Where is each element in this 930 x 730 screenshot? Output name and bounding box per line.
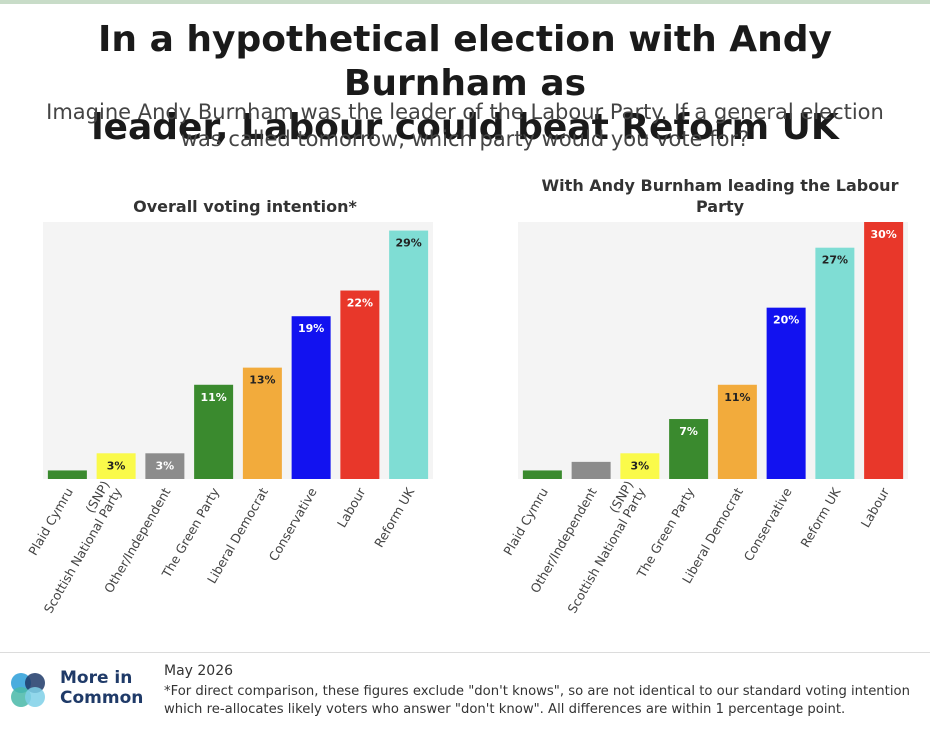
- tick-label-conservative: Conservative: [266, 485, 320, 564]
- bar-reform-uk: [815, 247, 855, 479]
- tick-label-labour: Labour: [334, 484, 369, 530]
- bar-conservative: [766, 307, 806, 479]
- footer-note: *For direct comparison, these figures ex…: [164, 684, 910, 717]
- panel-overall: Overall voting intention* Plaid Cymru3%S…: [25, 197, 433, 616]
- bar-the-green-party: [194, 384, 234, 479]
- tick-label-reform-uk: Reform UK: [371, 484, 418, 550]
- data-label-labour: 30%: [870, 228, 896, 241]
- brand-name-line-1: More in: [60, 668, 133, 688]
- bar-scottish-national-party-snp: [96, 453, 136, 479]
- more-in-common-logo: [11, 673, 45, 707]
- data-label-conservative: 20%: [773, 314, 799, 327]
- chart-subtitle-line-2: was called tomorrow, which party would y…: [180, 127, 750, 151]
- bar-the-green-party: [669, 419, 709, 479]
- bar-plaid-cymru: [522, 470, 562, 479]
- tick-label-plaid-cymru: Plaid Cymru: [25, 485, 76, 558]
- data-label-the-green-party: 11%: [200, 391, 226, 404]
- data-label-reform-uk: 29%: [395, 237, 421, 250]
- bar-labour: [340, 290, 380, 479]
- data-label-the-green-party: 7%: [679, 425, 698, 438]
- brand-name-line-2: Common: [60, 688, 144, 708]
- bar-scottish-national-party-snp: [620, 453, 660, 479]
- data-label-conservative: 19%: [298, 322, 324, 335]
- data-label-liberal-democrat: 13%: [249, 374, 275, 387]
- bar-plaid-cymru: [47, 470, 87, 479]
- tick-label-reform-uk: Reform UK: [797, 484, 844, 550]
- brand-name: More in Common: [60, 668, 143, 708]
- data-label-reform-uk: 27%: [822, 254, 848, 267]
- panel-title-burnham-line-1: With Andy Burnham leading the Labour: [542, 176, 899, 195]
- bar-reform-uk: [389, 230, 429, 479]
- footer-date: May 2026: [164, 663, 234, 679]
- top-rule: [0, 0, 930, 4]
- tick-label-labour: Labour: [858, 484, 893, 530]
- chart-subtitle: Imagine Andy Burnham was the leader of t…: [0, 99, 930, 153]
- panel-title-burnham-line-2: Party: [696, 197, 745, 216]
- chart-title-line-1: In a hypothetical election with Andy Bur…: [98, 19, 832, 104]
- chart-title-line-2: leader, Labour could beat Reform UK: [91, 107, 839, 148]
- footer-divider: [0, 652, 930, 653]
- bar-liberal-democrat: [717, 384, 757, 479]
- panel-title-overall: Overall voting intention*: [133, 197, 357, 216]
- bar-liberal-democrat: [242, 367, 282, 479]
- data-label-liberal-democrat: 11%: [724, 391, 750, 404]
- data-label-other-independent: 3%: [156, 459, 175, 472]
- tick-label-plaid-cymru: Plaid Cymru: [500, 485, 551, 558]
- chart-title: In a hypothetical election with Andy Bur…: [0, 18, 930, 150]
- bar-other-independent: [571, 461, 611, 479]
- panel-burnham: With Andy Burnham leading the Labour Par…: [500, 176, 908, 616]
- data-label-labour: 22%: [347, 297, 373, 310]
- bar-conservative: [291, 316, 331, 479]
- data-label-scottish-national-party-snp: 3%: [631, 459, 650, 472]
- bar-other-independent: [145, 453, 185, 479]
- data-label-scottish-national-party-snp: 3%: [107, 459, 126, 472]
- chart-subtitle-line-1: Imagine Andy Burnham was the leader of t…: [46, 100, 884, 124]
- tick-label-conservative: Conservative: [741, 485, 795, 564]
- bar-labour: [864, 222, 904, 479]
